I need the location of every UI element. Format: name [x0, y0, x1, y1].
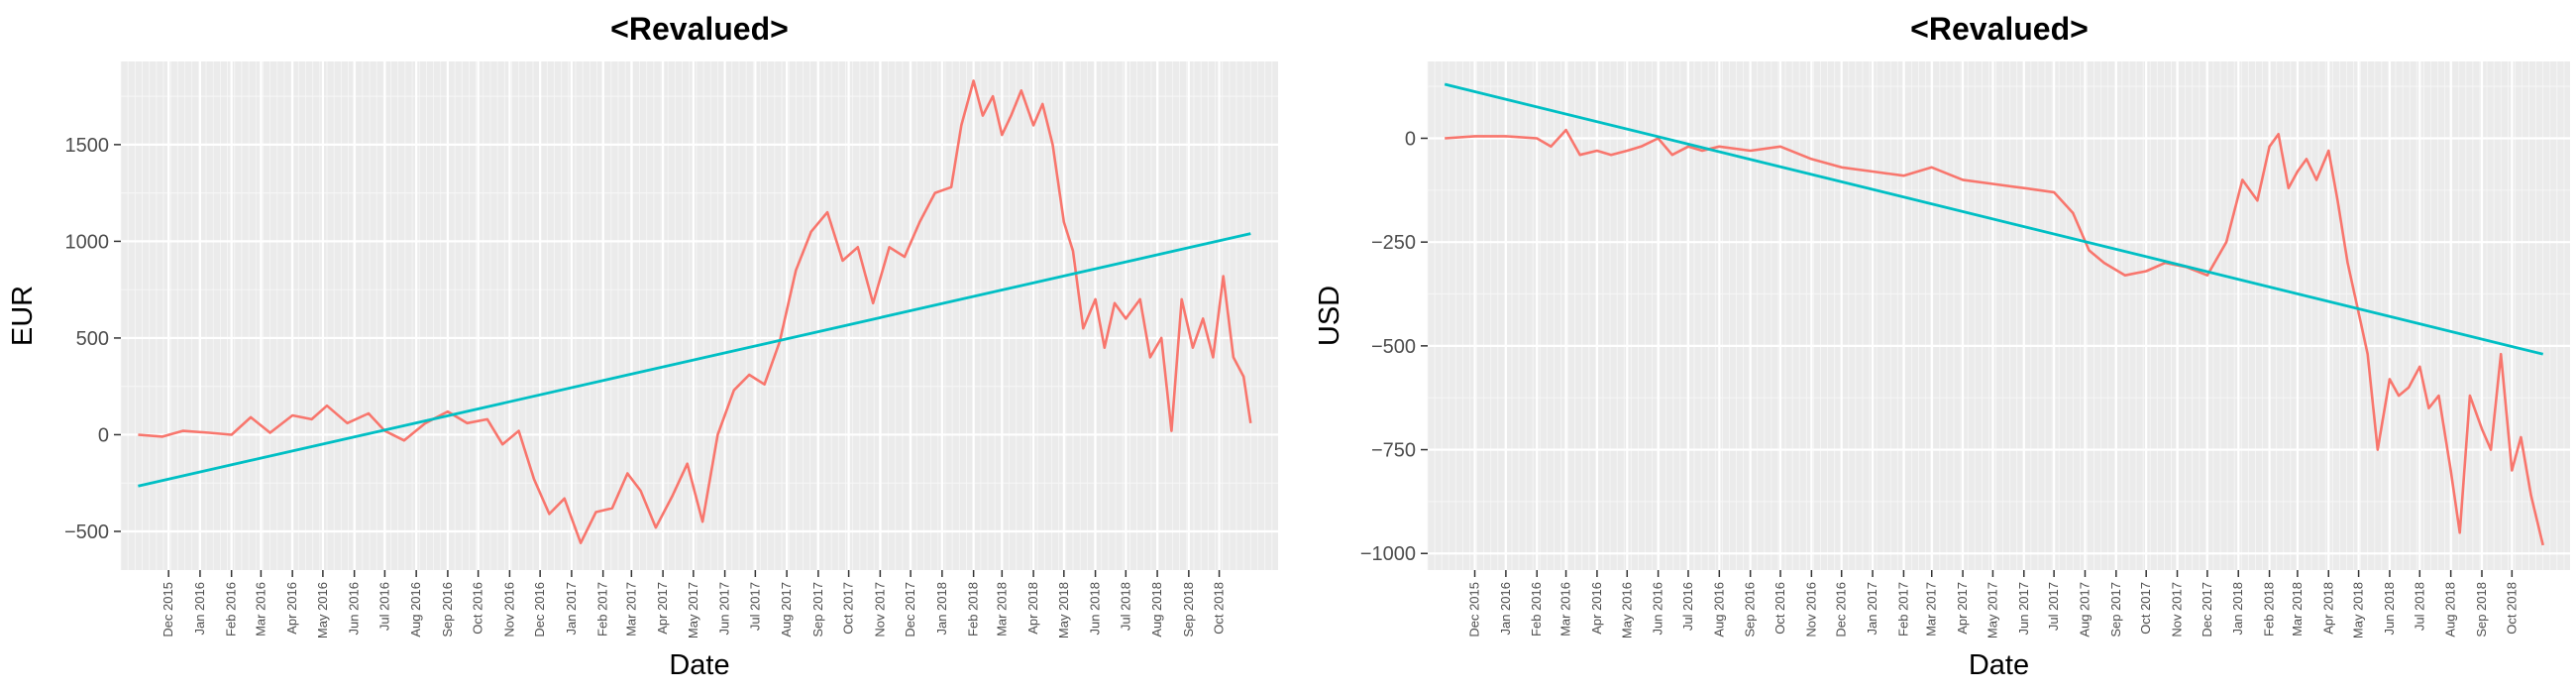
x-tick-label: Jan 2018 [2230, 582, 2245, 636]
x-tick-label: Sep 2018 [1181, 582, 1196, 637]
x-tick-label: Feb 2017 [595, 582, 610, 636]
x-tick-label: Jun 2018 [1088, 582, 1103, 636]
x-tick-label: Sep 2018 [2474, 582, 2489, 637]
y-tick-label: −750 [1371, 440, 1416, 462]
x-tick-label: Apr 2018 [2320, 582, 2335, 635]
x-tick-label: Aug 2016 [408, 582, 423, 637]
x-tick-label: May 2017 [1985, 582, 1999, 638]
plot-background [1428, 61, 2570, 570]
x-tick-label: Aug 2017 [779, 582, 794, 637]
x-tick-label: Oct 2017 [841, 582, 856, 635]
y-axis-label: USD [1314, 286, 1345, 346]
x-tick-label: May 2018 [1056, 582, 1071, 638]
x-tick-label: Feb 2018 [2262, 582, 2277, 636]
chart-title: <Revalued> [1910, 11, 2089, 47]
chart-panel-right: −1000 −750 −500 −250 0 Dec 2015 Jan 2016 Feb 20… [1314, 11, 2570, 681]
x-tick-label: Dec 2016 [1834, 582, 1849, 637]
x-tick-label: Mar 2016 [253, 582, 268, 636]
x-tick-label: May 2016 [315, 582, 330, 638]
x-tick-label: Jul 2016 [376, 582, 391, 631]
x-tick-label: Nov 2016 [1803, 582, 1818, 637]
chart-title: <Revalued> [610, 11, 789, 47]
x-tick-label: Aug 2018 [2443, 582, 2458, 637]
x-tick-label: Mar 2017 [1924, 582, 1939, 636]
x-tick-label: Apr 2016 [284, 582, 299, 635]
x-tick-label: Jul 2018 [2412, 582, 2426, 631]
y-tick-label: −500 [1371, 336, 1416, 358]
y-tick-label: 1000 [65, 231, 110, 253]
y-tick-label: 500 [76, 328, 109, 350]
x-tick-label: Oct 2017 [2138, 582, 2153, 635]
x-tick-label: Jun 2018 [2382, 582, 2397, 636]
x-tick-label: Dec 2016 [532, 582, 547, 637]
x-tick-label: Mar 2017 [623, 582, 638, 636]
x-tick-label: Aug 2018 [1149, 582, 1164, 637]
x-tick-label: Dec 2017 [903, 582, 917, 637]
x-tick-label: Feb 2017 [1895, 582, 1910, 636]
x-tick-label: Oct 2018 [2504, 582, 2519, 635]
y-tick-label: −1000 [1360, 543, 1416, 565]
x-tick-label: Dec 2017 [2200, 582, 2214, 637]
x-axis-label: Date [1969, 649, 2029, 681]
chart-panel-left: −500 0 500 1000 1500 Dec 2015 Jan 2016 Feb 2016… [7, 11, 1278, 681]
x-tick-label: Jul 2018 [1118, 582, 1132, 631]
x-tick-label: Jun 2017 [717, 582, 732, 636]
y-tick-label: 0 [1405, 128, 1416, 150]
x-tick-label: May 2018 [2351, 582, 2366, 638]
x-tick-label: Mar 2018 [2290, 582, 2305, 636]
y-tick-label: −250 [1371, 232, 1416, 254]
trend-line [138, 232, 1251, 488]
x-tick-label: Jun 2016 [347, 582, 362, 636]
x-tick-label: Jan 2017 [564, 582, 579, 636]
x-tick-label: Sep 2016 [440, 582, 455, 637]
x-tick-label: Dec 2015 [161, 582, 175, 637]
x-tick-label: Feb 2016 [224, 582, 239, 636]
x-tick-label: Jul 2017 [747, 582, 762, 631]
x-tick-label: Sep 2017 [810, 582, 825, 637]
x-tick-label: Nov 2017 [872, 582, 887, 637]
x-tick-label: Jan 2017 [1865, 582, 1879, 636]
y-tick-label: −500 [64, 521, 109, 543]
y-tick-label: 0 [98, 424, 109, 446]
x-tick-label: Jul 2017 [2046, 582, 2061, 631]
y-axis-label: EUR [7, 286, 39, 346]
x-tick-label: Jun 2017 [2016, 582, 2031, 636]
x-tick-label: Jan 2018 [934, 582, 949, 636]
x-tick-label: Nov 2017 [2170, 582, 2185, 637]
trend-line [1444, 82, 2544, 356]
y-tick-label: 1500 [65, 135, 110, 157]
x-tick-label: Sep 2017 [2108, 582, 2123, 637]
x-tick-label: Dec 2015 [1467, 582, 1482, 637]
x-tick-label: Sep 2016 [1743, 582, 1758, 637]
x-tick-label: Apr 2018 [1025, 582, 1040, 635]
x-tick-label: Apr 2017 [1955, 582, 1970, 635]
x-tick-label: May 2016 [1619, 582, 1634, 638]
plot-background [121, 61, 1278, 570]
x-tick-label: Aug 2017 [2077, 582, 2092, 637]
x-tick-label: Feb 2016 [1529, 582, 1544, 636]
series-line [138, 79, 1252, 545]
x-tick-label: Jul 2016 [1680, 582, 1695, 631]
x-tick-label: Apr 2016 [1589, 582, 1604, 635]
x-tick-label: Jan 2016 [1498, 582, 1513, 636]
x-tick-label: Oct 2016 [471, 582, 485, 635]
x-tick-label: Aug 2016 [1711, 582, 1726, 637]
x-tick-label: Feb 2018 [966, 582, 981, 636]
x-tick-label: Apr 2017 [655, 582, 670, 635]
x-tick-label: Oct 2016 [1772, 582, 1787, 635]
x-tick-label: Jan 2016 [192, 582, 207, 636]
x-axis-label: Date [669, 649, 729, 681]
x-tick-label: Jun 2016 [1651, 582, 1665, 636]
x-tick-label: Oct 2018 [1212, 582, 1227, 635]
x-tick-label: Nov 2016 [501, 582, 516, 637]
x-tick-label: Mar 2018 [994, 582, 1009, 636]
x-tick-label: May 2017 [686, 582, 700, 638]
x-tick-label: Mar 2016 [1558, 582, 1573, 636]
